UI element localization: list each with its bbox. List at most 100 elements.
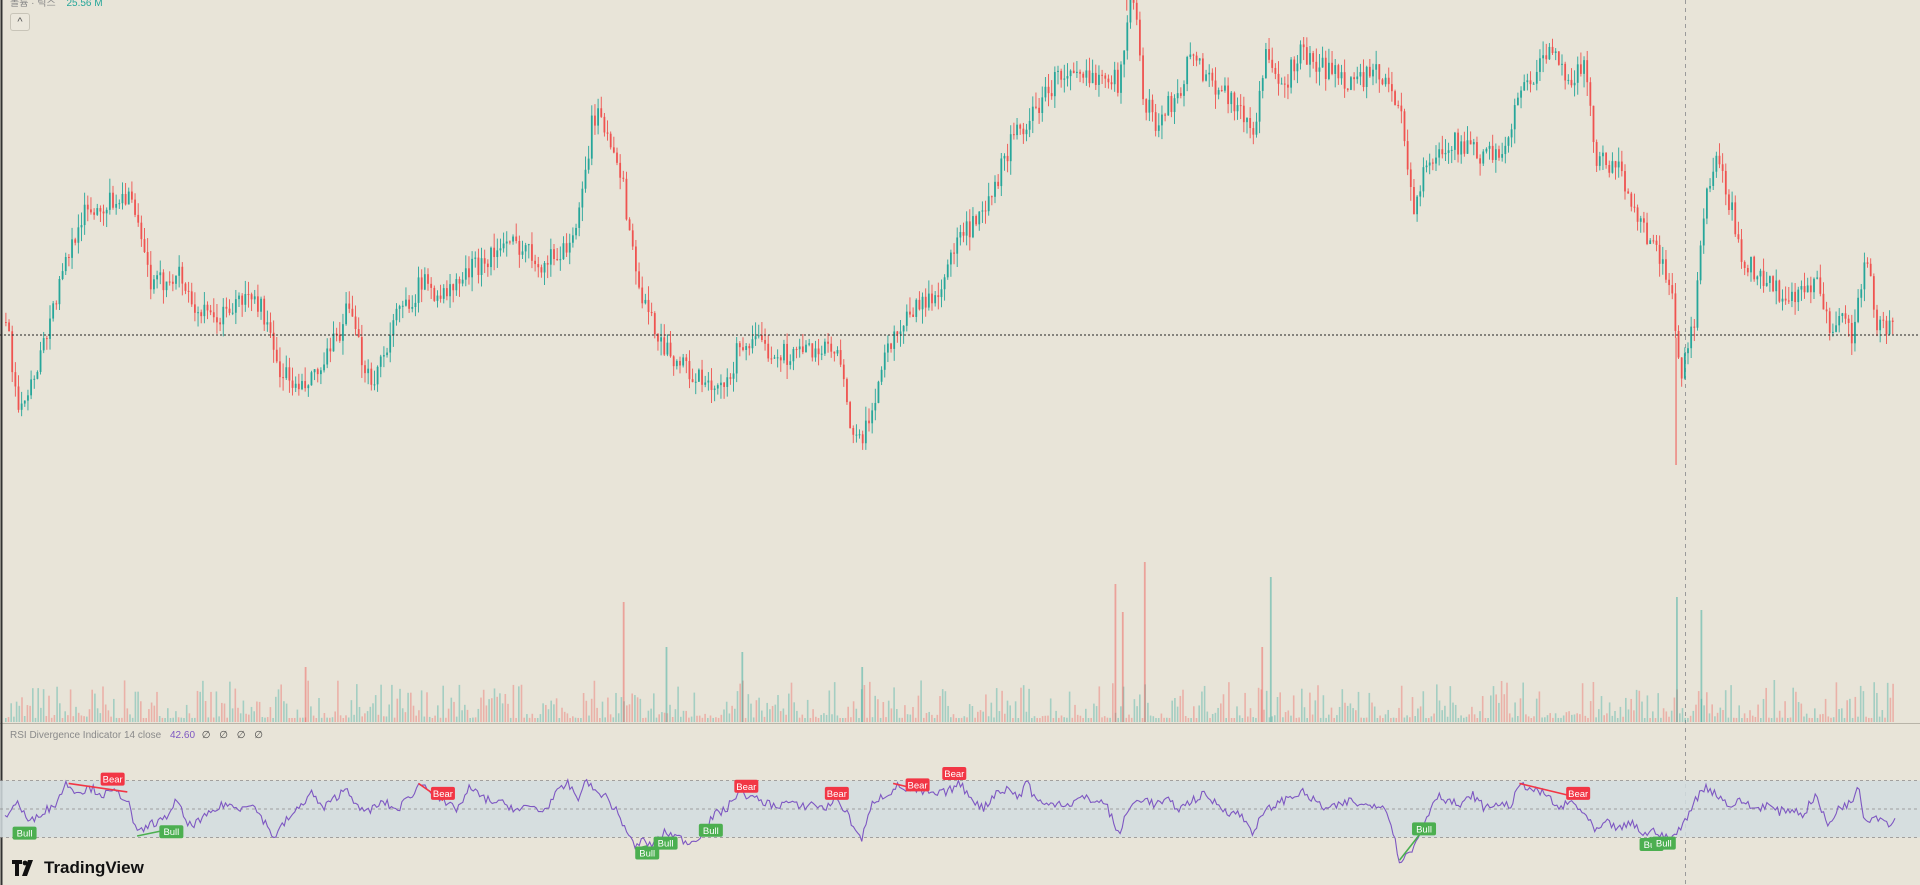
volume-bar [1400,685,1403,722]
candle-body [1057,70,1059,73]
candle-body [231,312,234,314]
volume-bar [1349,703,1352,722]
volume-bar [1490,695,1492,722]
candle-body [575,227,577,236]
candle-body [1850,322,1853,344]
candle-body [1387,77,1390,85]
candle-body [1806,285,1809,293]
volume-bar [1619,706,1622,722]
volume-bar [793,702,795,722]
volume-bar [1055,710,1057,722]
candle-body [171,281,174,284]
candle-body [688,361,691,380]
volume-bar [188,713,191,722]
candle-body [1838,316,1841,326]
volume-bar [1203,685,1206,722]
volume-bar [434,715,436,722]
candle-body [1120,64,1122,93]
tradingview-logo-icon [12,860,33,876]
volume-bar [1454,704,1457,722]
volume-bar [466,709,469,722]
volume-bar [56,686,58,722]
volume-bar [1376,718,1379,722]
candle-body [134,199,136,215]
volume-bar [909,714,912,722]
collapse-legend-button[interactable]: ^ [10,13,30,31]
volume-bar [396,698,399,722]
candle-body [442,288,445,299]
volume-bar [707,717,709,722]
volume-bar [1770,717,1773,722]
candle-body [23,400,26,404]
candle-body [1869,263,1872,277]
volume-bar [828,690,831,722]
tradingview-watermark[interactable]: TradingView [12,858,144,878]
volume-bar [275,696,277,722]
volume-bar [1465,716,1468,722]
volume-bar [272,717,274,722]
candle-body [420,277,423,290]
volume-bar [1562,715,1565,722]
candle-body [1734,202,1737,235]
candle-body [842,364,845,380]
candle-body [1378,64,1381,80]
volume-bar [142,717,145,722]
volume-bar [742,680,744,722]
volume-bar [1114,584,1117,722]
volume-bar [1292,695,1295,722]
volume-bar [1009,705,1011,722]
volume-bar [96,708,99,722]
volume-bar [256,701,258,722]
candle-body [263,298,266,325]
volume-bar [833,682,836,722]
candle-body [379,356,382,367]
volume-bar [277,689,280,722]
volume-bar [1419,706,1422,722]
candle-body [1803,286,1806,293]
candle-body [723,382,725,387]
volume-bar [609,714,612,722]
volume-bar [361,716,363,722]
volume-bar [553,704,555,722]
volume-bar [1330,707,1333,722]
volume-bar [1646,695,1649,722]
candle-body [241,295,244,305]
candle-body [839,350,842,365]
candle-body [1094,72,1097,85]
divergence-tag-label: Bull [17,829,33,840]
volume-bar [1884,717,1886,722]
candle-body [348,303,351,309]
candle-body [543,262,546,273]
volume-bar [156,691,158,722]
volume-bar [1630,698,1632,722]
rsi-indicator-legend[interactable]: RSI Divergence Indicator 14 close 42.60 … [10,730,266,741]
candle-body [1485,148,1488,152]
candle-body [786,343,788,365]
volume-bar [1751,715,1754,722]
candle-body [1863,262,1866,290]
candle-body [808,343,811,345]
volume-bar [1265,690,1268,722]
candle-body [981,210,984,212]
volume-bar [1638,690,1641,722]
volume-bar [1249,708,1252,722]
candle-body [720,382,722,386]
volume-bar [1373,706,1376,722]
volume-bar [1309,692,1311,722]
candle-body [1450,149,1453,151]
volume-bar [1592,681,1595,722]
volume-bar [1492,686,1495,722]
candle-body [244,294,247,305]
volume-bar [1238,715,1241,722]
volume-bar [923,717,925,722]
volume-bar [1136,706,1138,722]
volume-bar [928,711,930,722]
candle-body [477,257,480,275]
volume-bar [620,697,623,722]
volume-bar [1168,717,1171,722]
candle-body [1646,222,1648,245]
volume-bar [32,688,34,722]
volume-bar [1452,702,1454,722]
candle-body [1447,150,1450,153]
